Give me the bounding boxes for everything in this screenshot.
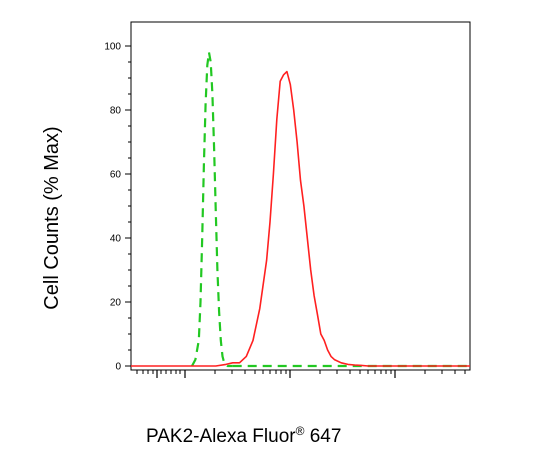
y-tick-label: 80 [110,106,122,117]
y-tick-label: 40 [110,234,122,245]
sample-histogram-line [131,70,470,367]
x-axis-label: PAK2-Alexa Fluor® 647 [146,424,341,447]
control-histogram-line [191,51,233,368]
series-layer [131,51,470,368]
y-tick-label: 60 [110,170,122,181]
y-axis-label: Cell Counts (% Max) [41,126,63,309]
plot-frame [130,21,471,371]
y-tick-label: 20 [110,298,122,309]
x-axis-label-main: PAK2-Alexa Fluor [146,426,296,447]
plot-area [130,21,471,371]
y-tick-label: 100 [104,42,121,53]
y-tick-label: 0 [115,362,121,373]
x-axis-label-suffix: 647 [304,426,341,447]
x-axis-ticks [136,370,466,378]
y-axis-ticks: 0 20 40 60 80 100 [104,42,131,373]
x-axis-label-superscript: ® [296,424,305,438]
